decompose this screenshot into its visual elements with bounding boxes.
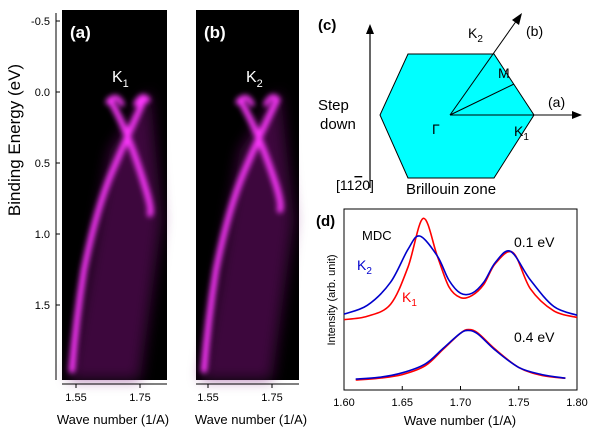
mdc-chart: (d) Intensity (arb. unit) Wave number (1…	[316, 208, 588, 428]
ytick-label: -0.5	[31, 16, 50, 28]
b-axis	[449, 19, 518, 116]
energy-annotation-1: 0.1 eV	[514, 234, 555, 250]
legend-k1: K1	[402, 289, 417, 309]
xtick-label: 1.75	[508, 397, 529, 409]
m-label: M	[498, 65, 510, 81]
arpes-x-axes: 1.55 1.75 Wave number (1/A) 1.55 1.75 Wa…	[57, 383, 307, 427]
k2-label: K2	[468, 25, 483, 45]
panel-c-label: (c)	[318, 17, 336, 34]
xtick-label: 1.65	[392, 397, 413, 409]
ytick-label: 1.0	[35, 229, 50, 241]
arpes-panel-a: (a) K1	[62, 10, 167, 380]
series-line-k1-01	[343, 217, 578, 321]
xtick-label: 1.60	[333, 397, 354, 409]
ytick-label: 0.0	[35, 87, 50, 99]
series-line-k2-01	[343, 235, 578, 316]
a-arrowhead	[572, 111, 582, 119]
xtick-label: 1.55	[65, 392, 86, 404]
ytick-label: 1.5	[35, 300, 50, 312]
panel-a-label: (a)	[70, 23, 91, 42]
xtick-label: 1.75	[129, 392, 150, 404]
step-label: Step	[318, 97, 349, 114]
brillouin-zone-panel: (c) Step down [1120] K2 (b) M (a) Γ K1 B…	[318, 13, 582, 198]
xtick-label: 1.80	[566, 397, 587, 409]
panel-d-label: (d)	[316, 213, 335, 230]
b-direction-label: (b)	[526, 23, 543, 39]
energy-annotation-2: 0.4 eV	[514, 329, 555, 345]
a-direction-label: (a)	[548, 94, 565, 110]
arpes-axes: -0.5 0.0 0.5 1.0 1.5 Binding Energy (eV)	[5, 13, 60, 380]
xtick-label: 1.55	[197, 392, 218, 404]
zone-label: Brillouin zone	[406, 181, 496, 198]
y-axis-label: Intensity (arb. unit)	[326, 254, 338, 345]
panel-b-label: (b)	[204, 23, 226, 42]
y-axis-label: Binding Energy (eV)	[5, 64, 24, 216]
b-arrowhead	[512, 13, 522, 25]
series-line-k2-04	[355, 329, 566, 380]
mdc-annotation: MDC	[362, 228, 392, 243]
ytick-label: 0.5	[35, 158, 50, 170]
direction-label: [1120]	[336, 177, 374, 193]
xtick-label: 1.70	[450, 397, 471, 409]
step-arrowhead	[366, 24, 374, 34]
gamma-label: Γ	[432, 121, 440, 137]
k2-point-label: K2	[246, 69, 263, 90]
arpes-panel-b: (b) K2	[196, 10, 299, 380]
x-axis-label-a: Wave number (1/A)	[57, 412, 169, 427]
x-axis-label-b: Wave number (1/A)	[195, 412, 307, 427]
down-label: down	[320, 116, 356, 133]
m-line	[449, 83, 515, 116]
k1-label: K1	[514, 123, 529, 143]
x-axis-label: Wave number (1/A)	[404, 413, 516, 428]
xtick-label: 1.75	[261, 392, 282, 404]
legend-k2: K2	[357, 257, 372, 277]
k1-point-label: K1	[112, 69, 129, 90]
hexagon	[379, 53, 535, 179]
